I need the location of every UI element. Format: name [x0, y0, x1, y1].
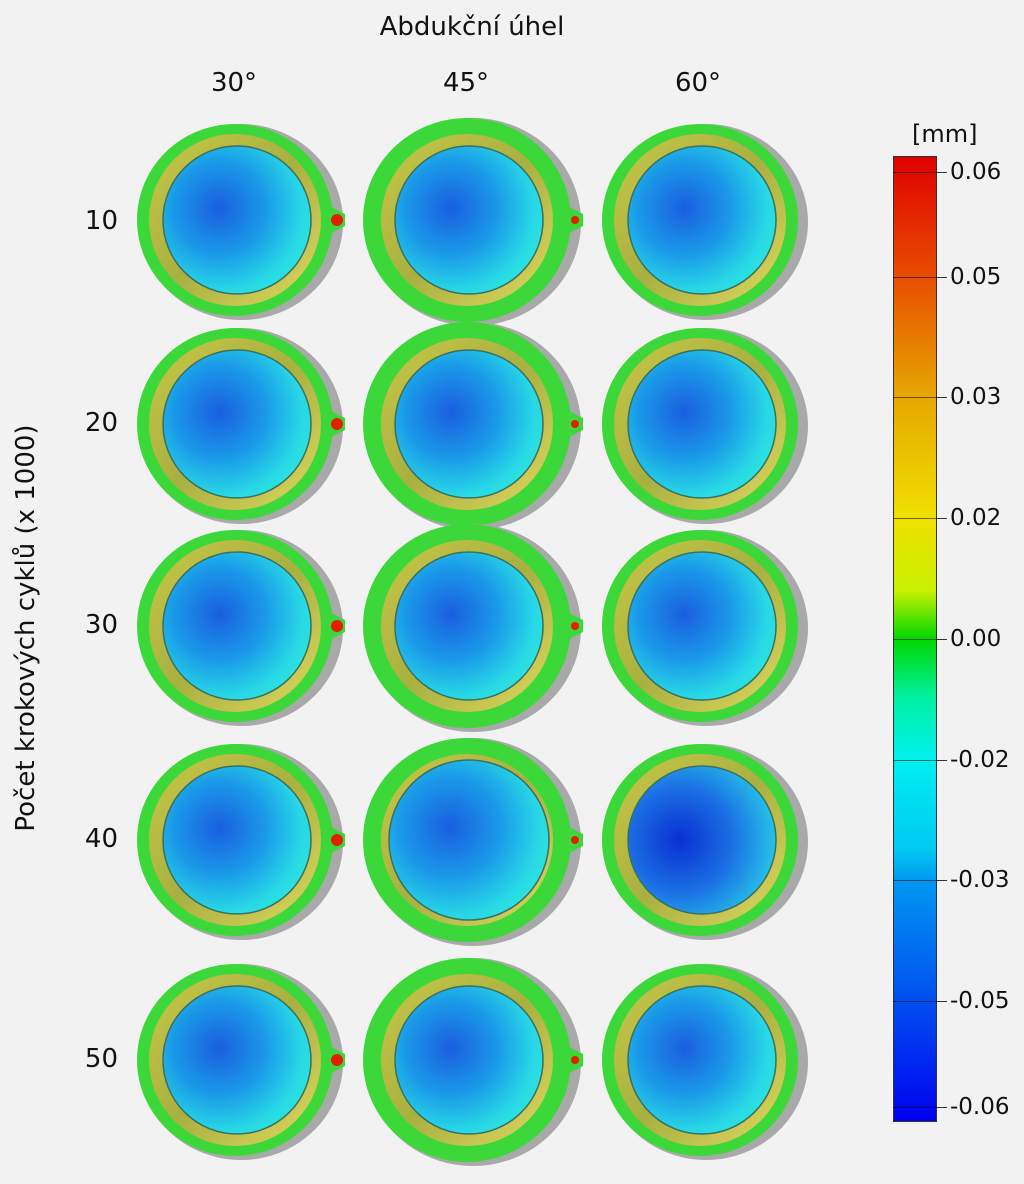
colorbar-gridline: [893, 760, 937, 761]
colorbar-gridline: [893, 518, 937, 519]
column-label-60: 60°: [674, 68, 722, 98]
scan-cup: [394, 145, 544, 295]
scan-cup: [394, 349, 544, 499]
row-label-10: 10: [84, 206, 118, 236]
scan-r4-c1: [137, 744, 345, 940]
scan-r1-c2: [363, 118, 583, 326]
scan-hole: [331, 1054, 343, 1066]
scan-cup: [162, 985, 312, 1135]
top-axis-title: Abdukční úhel: [379, 12, 565, 42]
colorbar-tick-label: -0.06: [950, 1094, 1010, 1120]
colorbar-tick-label: -0.05: [950, 988, 1010, 1014]
colorbar-tick: [937, 639, 947, 640]
colorbar-gridline: [893, 397, 937, 398]
scan-hole: [331, 214, 343, 226]
scan-hole: [571, 622, 579, 630]
scan-hole: [571, 420, 579, 428]
scan-cup: [394, 985, 544, 1135]
scan-r2-c2: [363, 322, 583, 530]
colorbar-gridline: [893, 277, 937, 278]
scan-r1-c1: [137, 124, 345, 320]
row-label-30: 30: [84, 610, 118, 640]
colorbar-tick: [937, 1107, 947, 1108]
scan-r3-c1: [137, 530, 345, 726]
scan-cup: [627, 985, 777, 1135]
colorbar-tick: [937, 397, 947, 398]
scan-cup: [388, 759, 550, 921]
colorbar-gridline: [893, 172, 937, 173]
colorbar-gridline: [893, 880, 937, 881]
row-label-40: 40: [84, 824, 118, 854]
column-label-45: 45°: [442, 68, 490, 98]
row-label-50: 50: [84, 1044, 118, 1074]
colorbar-gridline: [893, 1001, 937, 1002]
colorbar-tick-label: -0.02: [950, 747, 1010, 773]
scan-hole: [331, 834, 343, 846]
scan-cup: [162, 551, 312, 701]
scan-hole: [571, 836, 579, 844]
colorbar-tick: [937, 172, 947, 173]
colorbar-tick-label: 0.03: [950, 384, 1002, 410]
colorbar-tick: [937, 760, 947, 761]
scan-hole: [571, 216, 579, 224]
scan-cup: [162, 145, 312, 295]
scan-r4-c3: [602, 744, 808, 940]
scan-cup: [627, 349, 777, 499]
row-label-20: 20: [84, 408, 118, 438]
colorbar-unit-label: [mm]: [912, 120, 978, 148]
colorbar-gridline: [893, 1107, 937, 1108]
scan-r4-c2: [363, 738, 583, 946]
column-label-30: 30°: [210, 68, 258, 98]
scan-r5-c3: [602, 964, 808, 1160]
scan-cup: [394, 551, 544, 701]
scan-hole: [331, 620, 343, 632]
scan-hole: [331, 418, 343, 430]
colorbar-tick: [937, 1001, 947, 1002]
scan-r1-c3: [602, 124, 808, 320]
colorbar-tick-label: 0.00: [950, 626, 1002, 652]
scan-cup: [162, 349, 312, 499]
colorbar-tick: [937, 518, 947, 519]
colorbar-gridline: [893, 639, 937, 640]
scan-r5-c1: [137, 964, 345, 1160]
scan-r2-c3: [602, 328, 808, 524]
colorbar-tick-label: 0.02: [950, 505, 1002, 531]
scan-cup: [627, 145, 777, 295]
scan-r2-c1: [137, 328, 345, 524]
scan-r3-c2: [363, 524, 583, 732]
scan-cup: [627, 551, 777, 701]
colorbar-tick: [937, 880, 947, 881]
scan-cup: [627, 765, 777, 915]
colorbar-tick-label: -0.03: [950, 867, 1010, 893]
colorbar-tick-label: 0.05: [950, 264, 1002, 290]
scan-r3-c3: [602, 530, 808, 726]
scan-r5-c2: [363, 958, 583, 1166]
colorbar-tick-label: 0.06: [950, 159, 1002, 185]
colorbar-tick: [937, 277, 947, 278]
scan-cup: [162, 765, 312, 915]
scan-hole: [571, 1056, 579, 1064]
